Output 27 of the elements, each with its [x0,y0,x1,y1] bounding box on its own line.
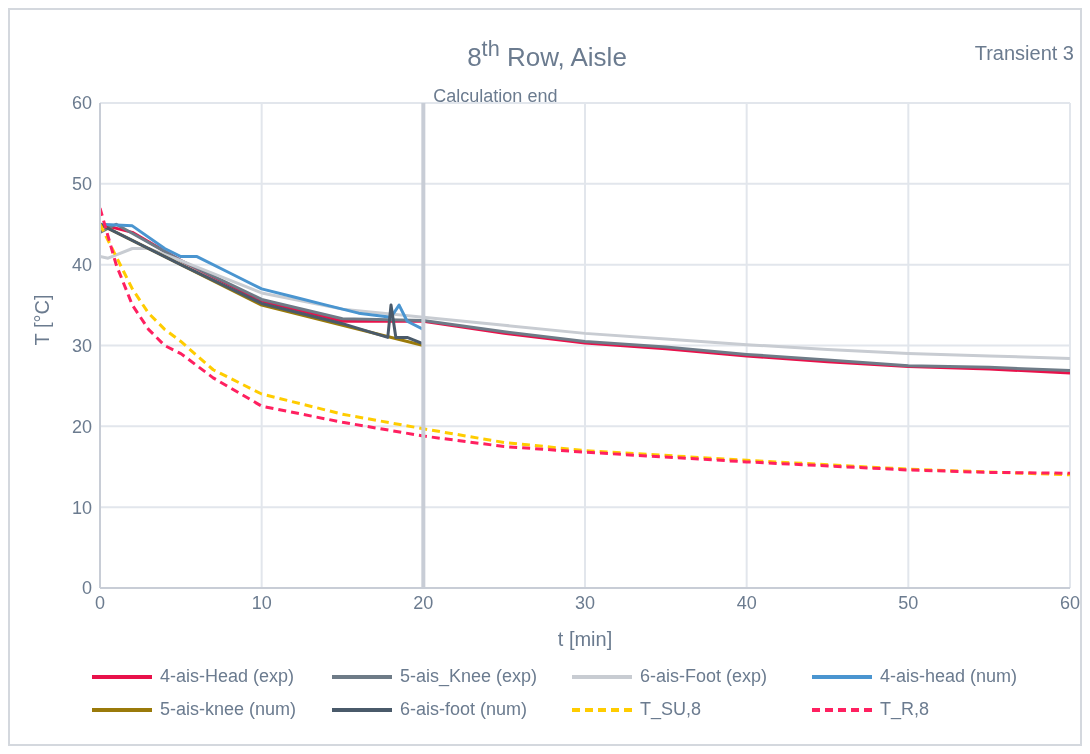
x-tick-label: 60 [1059,592,1081,613]
legend-label: T_SU,8 [640,699,702,720]
chart-title: 8$^{th}$ Row, Aisle [467,36,627,72]
y-tick-label: 0 [81,578,92,599]
legend-label: 5-ais_Knee (exp) [400,666,538,687]
y-tick-label: 40 [71,255,92,276]
y-tick-label: 20 [71,416,92,437]
x-axis-title: t [min] [557,628,613,650]
x-tick-label: 30 [574,592,596,613]
legend-label: 4-ais-Head (exp) [160,666,295,687]
ref-line-label: Calculation end [433,85,558,106]
legend-label: 5-ais-knee (num) [160,699,297,720]
legend-label: T_R,8 [880,699,930,720]
x-tick-label: 50 [898,592,919,613]
legend-label: 6-ais-Foot (exp) [640,666,768,687]
y-axis-title: T [°C] [31,294,54,346]
text: Transient 3 [974,42,1074,65]
y-tick-label: 50 [71,174,92,195]
legend-label: 6-ais-foot (num) [400,699,528,720]
x-tick-label: 10 [251,592,272,613]
x-tick-label: 20 [413,592,434,613]
legend-label: 4-ais-head (num) [880,666,1018,687]
x-tick-label: 0 [94,592,106,613]
y-tick-label: 10 [71,497,92,518]
y-tick-label: 60 [71,93,92,114]
x-tick-label: 40 [736,592,757,613]
y-tick-label: 30 [71,335,92,356]
